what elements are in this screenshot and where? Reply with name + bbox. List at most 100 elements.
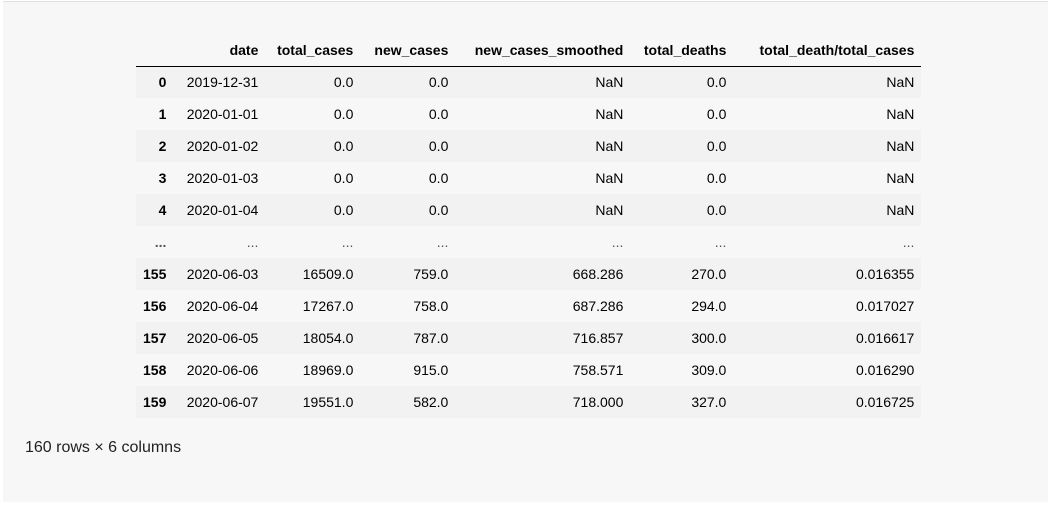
- cell-date: 2020-06-05: [186, 330, 259, 346]
- cell-death-ratio: 0.016355: [855, 266, 915, 282]
- table-row: 0 2019-12-31 0.0 0.0 NaN 0.0 NaN: [136, 66, 922, 98]
- row-index: 155: [143, 266, 167, 282]
- row-index: 157: [143, 330, 167, 346]
- cell-death-ratio: NaN: [886, 170, 915, 186]
- row-index: 156: [143, 298, 167, 314]
- cell-new-cases-smoothed: 668.286: [572, 266, 624, 282]
- cell-total-deaths: 0.0: [706, 106, 727, 122]
- cell-new-cases: 758.0: [413, 298, 449, 314]
- cell-date: 2020-06-04: [186, 298, 259, 314]
- table-row-ellipsis: ... ... ... ... ... ... ...: [136, 226, 922, 258]
- cell-new-cases-smoothed: NaN: [595, 138, 624, 154]
- cell-total-deaths: 270.0: [691, 266, 727, 282]
- cell-death-ratio: 0.016617: [855, 330, 915, 346]
- table-row: 158 2020-06-06 18969.0 915.0 758.571 309…: [136, 354, 922, 386]
- cell-total-cases: 0.0: [333, 138, 354, 154]
- cell-death-ratio: ...: [902, 234, 915, 250]
- cell-total-deaths: 300.0: [691, 330, 727, 346]
- cell-death-ratio: NaN: [886, 106, 915, 122]
- table-row: 157 2020-06-05 18054.0 787.0 716.857 300…: [136, 322, 922, 354]
- cell-death-ratio: NaN: [886, 138, 915, 154]
- dataframe-container: date total_cases new_cases new_cases_smo…: [136, 34, 922, 418]
- cell-new-cases: 915.0: [413, 362, 449, 378]
- header-date: date: [173, 34, 266, 67]
- table-row: 4 2020-01-04 0.0 0.0 NaN 0.0 NaN: [136, 194, 922, 226]
- cell-new-cases-smoothed: 687.286: [572, 298, 624, 314]
- cell-new-cases-smoothed: NaN: [595, 170, 624, 186]
- cell-new-cases-smoothed: NaN: [595, 74, 624, 91]
- dataframe-table: date total_cases new_cases new_cases_smo…: [136, 34, 922, 418]
- cell-death-ratio: 0.017027: [855, 298, 915, 314]
- cell-new-cases: 0.0: [428, 106, 449, 122]
- cell-new-cases: 787.0: [413, 330, 449, 346]
- cell-total-cases: 17267.0: [302, 298, 354, 314]
- cell-date: 2020-06-07: [186, 394, 259, 410]
- cell-death-ratio: NaN: [886, 202, 915, 218]
- header-row: date total_cases new_cases new_cases_smo…: [136, 34, 922, 67]
- cell-new-cases: 0.0: [428, 138, 449, 154]
- cell-total-cases: 18054.0: [302, 330, 354, 346]
- cell-new-cases-smoothed: 758.571: [572, 362, 624, 378]
- row-index: 158: [143, 362, 167, 378]
- row-index: ...: [154, 234, 167, 250]
- cell-total-cases: 0.0: [333, 202, 354, 218]
- cell-total-deaths: 327.0: [691, 394, 727, 410]
- cell-total-deaths: 0.0: [706, 202, 727, 218]
- cell-death-ratio: 0.016290: [855, 362, 915, 378]
- table-row: 1 2020-01-01 0.0 0.0 NaN 0.0 NaN: [136, 98, 922, 130]
- cell-new-cases-smoothed: NaN: [595, 202, 624, 218]
- cell-new-cases-smoothed: 718.000: [572, 394, 624, 410]
- header-new-cases: new_cases: [360, 34, 456, 67]
- row-index: 2: [158, 138, 167, 154]
- cell-date: ...: [246, 234, 259, 250]
- cell-total-cases: 19551.0: [302, 394, 354, 410]
- cell-new-cases: 759.0: [413, 266, 449, 282]
- cell-date: 2020-01-02: [186, 138, 259, 154]
- header-index: [136, 34, 174, 67]
- cell-new-cases-smoothed: ...: [611, 234, 624, 250]
- table-row: 2 2020-01-02 0.0 0.0 NaN 0.0 NaN: [136, 130, 922, 162]
- table-row: 3 2020-01-03 0.0 0.0 NaN 0.0 NaN: [136, 162, 922, 194]
- row-index: 1: [158, 106, 167, 122]
- cell-new-cases-smoothed: NaN: [595, 106, 624, 122]
- cell-total-cases: 18969.0: [302, 362, 354, 378]
- cell-output-area: date total_cases new_cases new_cases_smo…: [3, 1, 1048, 502]
- cell-total-deaths: 0.0: [706, 74, 727, 91]
- row-index: 3: [158, 170, 167, 186]
- cell-date: 2020-06-06: [186, 362, 259, 378]
- dataframe-shape-label: 160 rows × 6 columns: [25, 439, 182, 456]
- cell-new-cases-smoothed: 716.857: [572, 330, 624, 346]
- row-index: 159: [143, 394, 167, 410]
- cell-date: 2019-12-31: [186, 74, 259, 91]
- header-total-deaths: total_deaths: [630, 34, 734, 67]
- cell-total-deaths: 294.0: [691, 298, 727, 314]
- header-death-ratio: total_death/total_cases: [733, 34, 922, 67]
- table-row: 159 2020-06-07 19551.0 582.0 718.000 327…: [136, 386, 922, 418]
- cell-date: 2020-01-04: [186, 202, 259, 218]
- cell-date: 2020-01-03: [186, 170, 259, 186]
- cell-new-cases: 0.0: [428, 74, 449, 91]
- cell-date: 2020-06-03: [186, 266, 259, 282]
- cell-death-ratio: 0.016725: [855, 394, 915, 410]
- cell-total-cases: 0.0: [333, 74, 354, 91]
- cell-death-ratio: NaN: [886, 74, 915, 91]
- header-total-cases: total_cases: [265, 34, 361, 67]
- cell-total-deaths: 0.0: [706, 138, 727, 154]
- cell-new-cases: 0.0: [428, 170, 449, 186]
- cell-total-deaths: 0.0: [706, 170, 727, 186]
- row-index: 4: [158, 202, 167, 218]
- cell-total-cases: 0.0: [333, 106, 354, 122]
- cell-total-cases: 0.0: [333, 170, 354, 186]
- cell-total-cases: ...: [341, 234, 354, 250]
- table-row: 155 2020-06-03 16509.0 759.0 668.286 270…: [136, 258, 922, 290]
- table-row: 156 2020-06-04 17267.0 758.0 687.286 294…: [136, 290, 922, 322]
- cell-total-deaths: ...: [714, 234, 727, 250]
- row-index: 0: [158, 74, 167, 91]
- cell-new-cases: 0.0: [428, 202, 449, 218]
- cell-date: 2020-01-01: [186, 106, 259, 122]
- cell-total-deaths: 309.0: [691, 362, 727, 378]
- cell-new-cases: 582.0: [413, 394, 449, 410]
- cell-total-cases: 16509.0: [302, 266, 354, 282]
- header-new-cases-smoothed: new_cases_smoothed: [455, 34, 631, 67]
- cell-new-cases: ...: [436, 234, 449, 250]
